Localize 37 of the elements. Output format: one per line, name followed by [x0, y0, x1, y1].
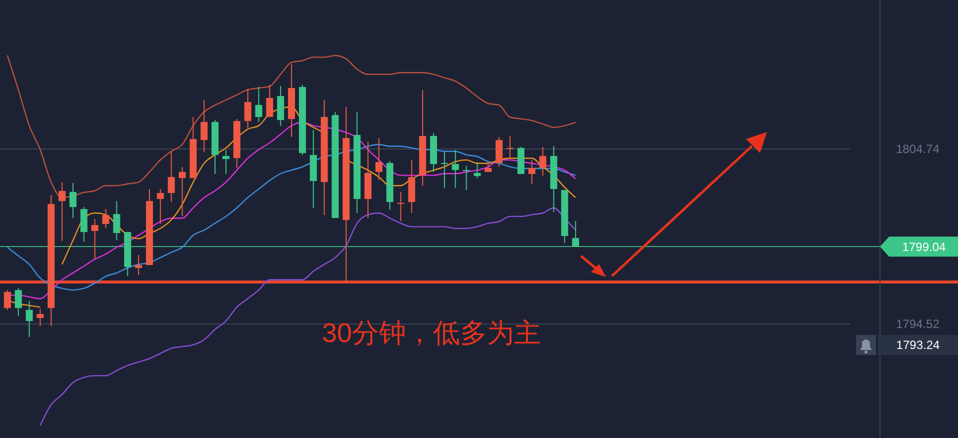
y-tick-label: 1804.74 [896, 142, 940, 156]
candlestick [506, 135, 514, 159]
candlestick [484, 161, 492, 172]
candlestick [244, 88, 252, 129]
candlestick [496, 136, 503, 168]
candlestick [255, 86, 262, 122]
candlestick [58, 182, 66, 242]
candlestick [200, 99, 208, 153]
candlestick [539, 146, 546, 177]
candlestick [222, 149, 230, 174]
candlestick [135, 254, 142, 276]
candlestick [452, 149, 459, 189]
candlestick [178, 166, 186, 216]
y-tick-label: 1794.52 [896, 316, 940, 331]
candlestick [113, 200, 120, 241]
annotation: 30分钟，低多为主 [322, 318, 542, 348]
candlestick [26, 300, 33, 338]
candlestick [440, 152, 448, 189]
candlestick [168, 152, 175, 203]
candlestick [14, 288, 22, 316]
candlestick [91, 218, 98, 260]
candlestick [266, 84, 274, 118]
ref-line-label: 1799.04 [902, 240, 946, 254]
candlestick [397, 191, 404, 222]
line-series [40, 207, 576, 426]
candlestick [474, 161, 481, 179]
candlestick [528, 159, 536, 185]
candlestick [80, 206, 88, 242]
candlestick [277, 85, 284, 127]
candlestick [4, 290, 11, 310]
candlestick [156, 188, 164, 224]
candlestick [102, 208, 110, 229]
text: 1793.24 [896, 338, 940, 352]
candlestick [36, 308, 44, 327]
candlestick [69, 182, 76, 218]
candlestick [462, 165, 470, 191]
candlestick [375, 138, 382, 180]
